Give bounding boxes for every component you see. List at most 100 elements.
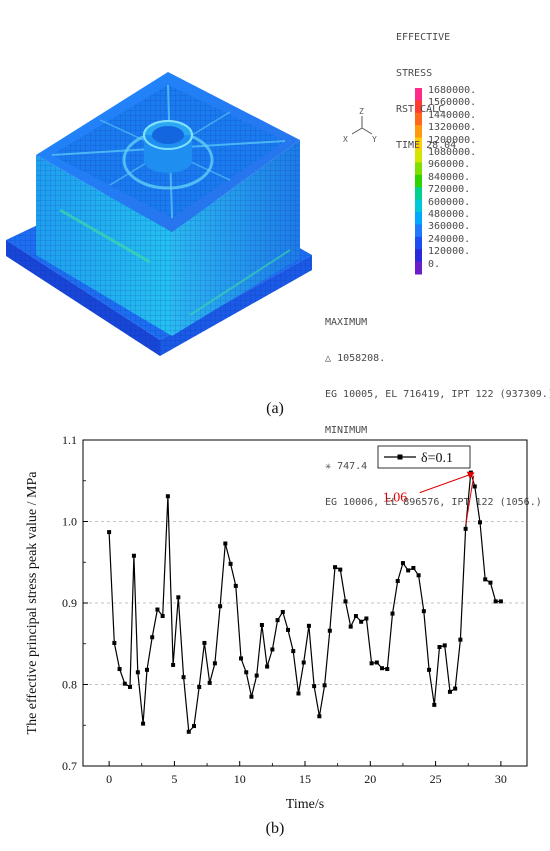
legend-swatch: [415, 174, 422, 188]
header-line-time: TIME 28.04: [396, 140, 457, 151]
data-point: [406, 568, 411, 573]
data-point: [112, 640, 117, 645]
legend-value-label: 720000.: [428, 184, 471, 196]
data-point: [155, 607, 160, 612]
data-point: [453, 686, 458, 691]
data-point: [107, 530, 112, 535]
annotation-arrowhead: [466, 471, 475, 479]
data-point: [437, 645, 442, 650]
data-point: [218, 604, 223, 609]
box-top: [36, 72, 300, 232]
triad-x-label: X: [343, 135, 348, 144]
minimum-title: MINIMUM: [325, 425, 368, 436]
legend-value-label: 1440000.: [428, 109, 477, 121]
data-point: [141, 721, 146, 726]
caption-b: (b): [265, 820, 285, 837]
data-point: [135, 670, 140, 675]
header-line-rst-calc: RST CALC: [396, 104, 445, 115]
legend-value-label: 1320000.: [428, 122, 477, 134]
legend-box: [377, 445, 471, 469]
annotation-arrow-2: [465, 475, 475, 525]
data-point: [312, 684, 317, 689]
data-point: [416, 573, 421, 578]
data-point: [150, 635, 155, 640]
data-point: [176, 595, 181, 600]
data-point: [421, 609, 426, 614]
data-point: [327, 628, 332, 633]
legend-swatch: [415, 199, 422, 213]
legend-value-label: 960000.: [428, 159, 471, 171]
series-line: [108, 471, 501, 733]
data-point: [442, 643, 447, 648]
legend-swatch: [415, 187, 422, 201]
x-tick-label: 5: [171, 772, 177, 786]
legend-swatch: [415, 212, 422, 225]
data-point: [317, 714, 322, 719]
data-point: [483, 577, 488, 582]
x-tick-label: 10: [234, 772, 246, 786]
data-point: [458, 637, 463, 642]
y-tick-label: 0.7: [62, 759, 77, 773]
legend-value-label: 600000.: [428, 196, 471, 208]
legend-swatch: [415, 100, 422, 114]
data-point: [160, 614, 165, 619]
data-point: [212, 661, 217, 666]
legend-swatch: [415, 224, 422, 238]
data-point: [280, 609, 285, 614]
data-point: [477, 520, 482, 525]
data-point: [122, 681, 127, 686]
data-point: [447, 689, 452, 694]
tick-layer: 0.7 0.8 0.9 1.0 1.1 0 5 10 15 20 25 30: [62, 433, 507, 786]
data-point: [432, 702, 437, 707]
x-tick-label: 0: [106, 772, 112, 786]
triad-z-label: Z: [359, 107, 364, 116]
data-point: [291, 649, 296, 654]
legend-swatch: [415, 125, 422, 139]
y-tick-label: 0.9: [62, 596, 77, 610]
legend-swatch: [415, 261, 422, 275]
panel-a: Z X Y EFFECTIVE STRESS RST CALC TIME 28.…: [6, 8, 550, 508]
data-point: [306, 623, 311, 628]
annotation-arrow: [419, 473, 473, 494]
legend-swatch: [415, 88, 422, 101]
legend-value-label: 1680000.: [428, 85, 477, 96]
data-point: [239, 656, 244, 661]
data-point: [275, 618, 280, 623]
legend-header: EFFECTIVE STRESS RST CALC TIME 28.04: [396, 8, 456, 176]
data-point: [244, 670, 249, 675]
min-max-block: MAXIMUM △ 1058208. EG 10005, EL 716419, …: [325, 293, 550, 533]
data-point: [197, 684, 202, 689]
grid-layer: [83, 521, 527, 685]
stress-legend-bar: [415, 88, 422, 275]
minimum-line: ✳ 747.4: [325, 461, 550, 473]
data-point: [498, 599, 503, 604]
data-point: [343, 599, 348, 604]
data-point: [186, 729, 191, 734]
box-body: [36, 140, 300, 336]
header-line-effective: EFFECTIVE: [396, 32, 451, 43]
annotation-layer: 1.06: [383, 471, 475, 525]
y-tick-label: 1.0: [62, 515, 77, 529]
legend-swatch: [415, 236, 422, 250]
maximum-value: 1058208.: [337, 353, 386, 364]
data-point: [202, 640, 207, 645]
legend-value-label: 1080000.: [428, 147, 477, 158]
fea-contour-plot: Z X Y: [6, 72, 422, 356]
legend-swatch: [415, 112, 422, 126]
legend-swatch: [415, 162, 422, 176]
data-point: [296, 691, 301, 696]
data-point: [374, 660, 379, 665]
x-axis-title: Time/s: [286, 797, 324, 812]
data-point: [463, 526, 468, 531]
data-point: [286, 627, 291, 632]
x-tick-label: 20: [364, 772, 376, 786]
data-point: [165, 494, 170, 499]
data-point: [223, 541, 228, 546]
data-point: [254, 673, 259, 678]
data-point: [348, 624, 353, 629]
triad-y-label: Y: [372, 135, 377, 144]
data-point: [144, 667, 149, 672]
data-point: [181, 675, 186, 680]
data-point: [364, 616, 369, 621]
data-point: [233, 583, 238, 588]
